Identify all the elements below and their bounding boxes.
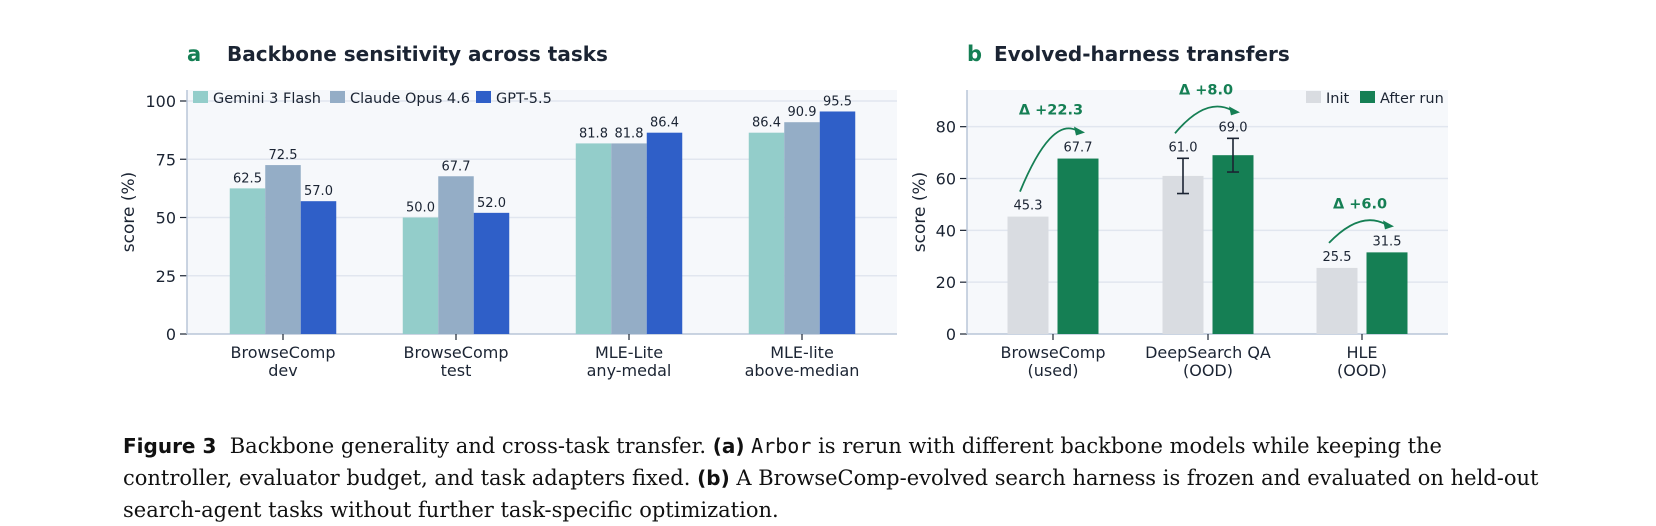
bar-value-label: 81.8 <box>579 126 608 141</box>
xtick-label-a: BrowseComp <box>231 343 336 362</box>
xtick-label-a: test <box>441 361 472 380</box>
panel-b-evolved-harness-transfers: 0 20 40 60 80 45.3 67.7 Δ +22.3 BrowseComp(used)… <box>910 42 1448 380</box>
legend-swatch-gemini <box>193 91 208 103</box>
bar-value-label: 50.0 <box>406 201 435 216</box>
legend-label: Claude Opus 4.6 <box>350 91 470 107</box>
xtick-label-b: (OOD) <box>1183 361 1233 380</box>
xtick-label-b: HLE <box>1346 343 1377 362</box>
ytick-label-b: 80 <box>936 118 956 137</box>
bar-value-label: 95.5 <box>823 94 852 109</box>
bar-claude <box>438 176 474 334</box>
delta-arrow <box>1328 219 1387 244</box>
caption-text-part-b: A BrowseComp-evolved search harness is f… <box>123 466 1539 522</box>
ytick-label-b: 0 <box>946 325 956 344</box>
ytick-label-b: 20 <box>936 273 956 292</box>
xtick-label-a: BrowseComp <box>404 343 509 362</box>
bar-init <box>1162 175 1204 334</box>
bar-value-label: 52.0 <box>477 196 506 211</box>
delta-arrowhead <box>1383 220 1394 230</box>
bar-value-label: 81.8 <box>615 126 644 141</box>
legend-label: Init <box>1326 91 1349 107</box>
delta-arrow <box>1019 127 1078 192</box>
panel-a-backbone-sensitivity: 025507510062.572.557.0BrowseCompdev50.06… <box>119 42 897 380</box>
xtick-label-a: MLE-lite <box>770 343 834 362</box>
panel-letter-a: a <box>187 42 201 66</box>
xtick-label-a: above-median <box>745 361 860 380</box>
caption-text-intro: Backbone generality and cross-task trans… <box>229 434 706 458</box>
bar-value-label: 61.0 <box>1169 140 1198 155</box>
ytick-label-a: 75 <box>156 150 176 169</box>
delta-arrowhead <box>1074 126 1085 136</box>
panel-title-b: Evolved-harness transfers <box>994 42 1290 66</box>
bar-claude <box>611 143 647 334</box>
bar-after <box>1366 252 1408 334</box>
bar-after <box>1057 158 1099 334</box>
xtick-label-b: (used) <box>1028 361 1079 380</box>
bar-value-label: 72.5 <box>269 148 298 163</box>
panel-title-a: Backbone sensitivity across tasks <box>227 42 608 66</box>
caption-figure-label: Figure 3 <box>123 434 217 458</box>
xtick-label-a: MLE-Lite <box>595 343 663 362</box>
ytick-label-a: 100 <box>145 92 176 111</box>
bar-value-label: 86.4 <box>650 116 679 131</box>
bar-value-label: 86.4 <box>752 116 781 131</box>
legend-label: After run <box>1380 91 1444 107</box>
delta-annotation: Δ +8.0 <box>1179 82 1233 98</box>
bar-gemini <box>402 217 439 334</box>
delta-arrow <box>1174 105 1233 134</box>
xtick-label-b: DeepSearch QA <box>1145 343 1271 362</box>
figure-canvas: 025507510062.572.557.0BrowseCompdev50.06… <box>119 42 1448 380</box>
ytick-label-b: 60 <box>936 170 956 189</box>
bar-value-label: 31.5 <box>1373 234 1402 249</box>
figure-caption: Figure 3 Backbone generality and cross-t… <box>123 430 1543 526</box>
delta-arrowhead <box>1229 106 1240 116</box>
xtick-label-a: dev <box>268 361 297 380</box>
bar-gpt <box>473 212 510 334</box>
bar-gpt <box>646 132 683 334</box>
ytick-label-b: 40 <box>936 221 956 240</box>
bar-init <box>1007 216 1049 334</box>
bar-gemini <box>575 143 612 334</box>
bar-after <box>1212 155 1254 334</box>
legend-swatch-init <box>1306 91 1321 103</box>
bar-value-label: 57.0 <box>304 184 333 199</box>
bar-value-label: 45.3 <box>1014 199 1043 214</box>
bar-gpt <box>300 201 337 334</box>
caption-part-a-label: (a) <box>712 434 745 458</box>
bar-gemini <box>229 188 266 334</box>
legend-swatch-after <box>1360 91 1375 103</box>
ytick-label-a: 0 <box>166 325 176 344</box>
caption-system-name: Arbor <box>751 434 812 458</box>
xtick-label-a: any-medal <box>587 361 672 380</box>
bar-value-label: 69.0 <box>1219 120 1248 135</box>
legend-swatch-claude <box>330 91 345 103</box>
bar-init <box>1316 267 1358 334</box>
delta-annotation: Δ +6.0 <box>1333 196 1387 212</box>
ytick-label-a: 50 <box>156 209 176 228</box>
bar-gemini <box>748 132 785 334</box>
legend-label: GPT-5.5 <box>496 91 552 107</box>
bar-value-label: 25.5 <box>1323 250 1352 265</box>
xtick-label-b: (OOD) <box>1337 361 1387 380</box>
ytick-label-a: 25 <box>156 267 176 286</box>
y-axis-label-a: score (%) <box>119 172 139 253</box>
bar-gpt <box>819 111 856 334</box>
xtick-label-b: BrowseComp <box>1001 343 1106 362</box>
bar-value-label: 67.7 <box>1064 141 1093 156</box>
bar-claude <box>265 165 301 334</box>
caption-part-b-label: (b) <box>697 466 730 490</box>
panel-letter-b: b <box>967 42 982 66</box>
caption-text-part-a: is rerun with different backbone models … <box>123 434 1442 490</box>
bar-value-label: 90.9 <box>788 105 817 120</box>
legend-swatch-gpt <box>476 91 491 103</box>
bar-value-label: 62.5 <box>233 171 262 186</box>
legend-label: Gemini 3 Flash <box>213 91 321 107</box>
bar-value-label: 67.7 <box>442 159 471 174</box>
y-axis-label-b: score (%) <box>910 172 930 253</box>
bar-claude <box>784 122 820 334</box>
delta-annotation: Δ +22.3 <box>1019 103 1083 119</box>
